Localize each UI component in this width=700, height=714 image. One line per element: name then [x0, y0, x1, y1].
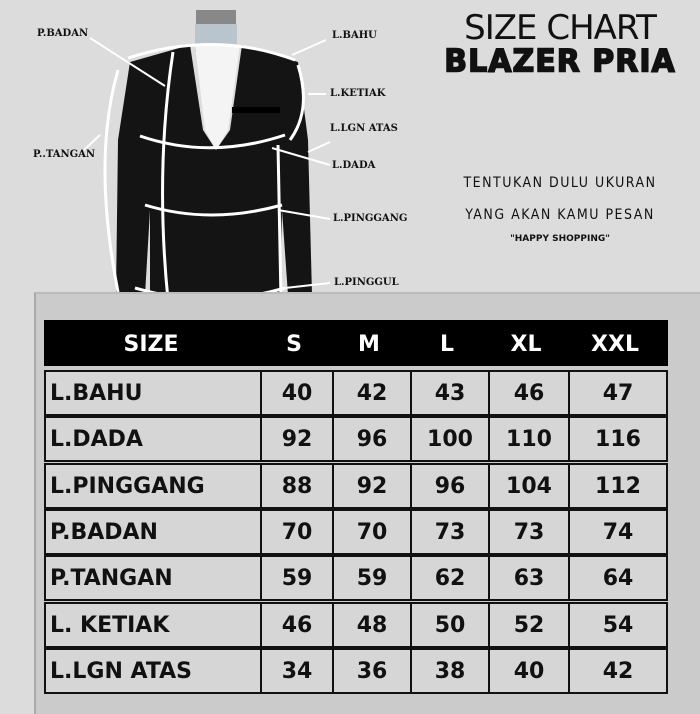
- header-m: M: [358, 332, 380, 357]
- size-value: 48: [332, 603, 410, 646]
- header-xxl: XXL: [591, 332, 639, 357]
- size-value: 100: [410, 418, 488, 461]
- size-value: 110: [488, 418, 568, 461]
- tagline-1: TENTUKAN DULU UKURAN: [463, 175, 657, 191]
- row-label: L.BAHU: [50, 381, 143, 406]
- size-value: 40: [488, 649, 568, 692]
- size-value: 54: [568, 603, 666, 646]
- size-value: 92: [332, 464, 410, 507]
- table-row: L.PINGGANG 88 92 96 104 112: [44, 462, 668, 509]
- tagline-2: YANG AKAN KAMU PESAN: [465, 207, 655, 223]
- header-xl: XL: [510, 332, 542, 357]
- size-value: 96: [410, 464, 488, 507]
- size-value: 73: [410, 510, 488, 553]
- row-label: P.BADAN: [50, 519, 158, 545]
- size-value: 47: [568, 372, 666, 414]
- size-value: 59: [332, 557, 410, 600]
- size-value: 88: [260, 464, 332, 507]
- title-size-chart: SIZE CHART: [464, 8, 657, 48]
- size-table-header: SIZE S M L XL XXL: [44, 320, 668, 366]
- table-row: L. KETIAK 46 48 50 52 54: [44, 601, 668, 648]
- label-p-tangan: P..TANGAN: [33, 149, 96, 160]
- size-value: 96: [332, 418, 410, 461]
- header-s: S: [286, 332, 302, 357]
- header-size: SIZE: [123, 332, 179, 357]
- size-value: 62: [410, 557, 488, 600]
- row-label: P.TANGAN: [50, 566, 173, 592]
- size-value: 36: [332, 649, 410, 692]
- size-value: 73: [488, 510, 568, 553]
- label-l-pinggang: L.PINGGANG: [333, 213, 408, 224]
- size-value: 46: [488, 372, 568, 414]
- size-value: 40: [260, 372, 332, 414]
- size-value: 104: [488, 464, 568, 507]
- title-blazer-pria: BLAZER PRIA: [444, 42, 676, 80]
- table-row: L.LGN ATAS 34 36 38 40 42: [44, 647, 668, 694]
- label-l-lgn-atas: L.LGN ATAS: [330, 123, 398, 134]
- label-l-ketiak: L.KETIAK: [330, 88, 386, 99]
- size-value: 50: [410, 603, 488, 646]
- size-value: 64: [568, 557, 666, 600]
- size-value: 63: [488, 557, 568, 600]
- size-value: 46: [260, 603, 332, 646]
- label-l-pinggul: L.PINGGUL: [334, 277, 399, 288]
- table-row: P.BADAN 70 70 73 73 74: [44, 508, 668, 555]
- row-label: L.PINGGANG: [50, 473, 205, 499]
- row-label: L.DADA: [50, 427, 143, 453]
- size-value: 42: [568, 649, 666, 692]
- label-l-bahu: L.BAHU: [332, 30, 377, 41]
- size-value: 70: [260, 510, 332, 553]
- size-value: 42: [332, 372, 410, 414]
- size-value: 59: [260, 557, 332, 600]
- size-value: 116: [568, 418, 666, 461]
- size-value: 43: [410, 372, 488, 414]
- row-label: L.LGN ATAS: [50, 658, 193, 684]
- header-l: L: [439, 332, 455, 357]
- size-value: 92: [260, 418, 332, 461]
- row-label: L. KETIAK: [50, 612, 170, 638]
- size-value: 70: [332, 510, 410, 553]
- size-value: 52: [488, 603, 568, 646]
- size-value: 38: [410, 649, 488, 692]
- table-row: L.DADA 92 96 100 110 116: [44, 416, 668, 463]
- size-value: 74: [568, 510, 666, 553]
- size-value: 34: [260, 649, 332, 692]
- label-l-dada: L.DADA: [332, 160, 376, 171]
- tagline-happy-shopping: "HAPPY SHOPPING": [510, 234, 610, 244]
- table-row: P.TANGAN 59 59 62 63 64: [44, 555, 668, 602]
- table-row: L.BAHU 40 42 43 46 47: [44, 370, 668, 416]
- label-p-badan: P.BADAN: [37, 28, 89, 39]
- size-value: 112: [568, 464, 666, 507]
